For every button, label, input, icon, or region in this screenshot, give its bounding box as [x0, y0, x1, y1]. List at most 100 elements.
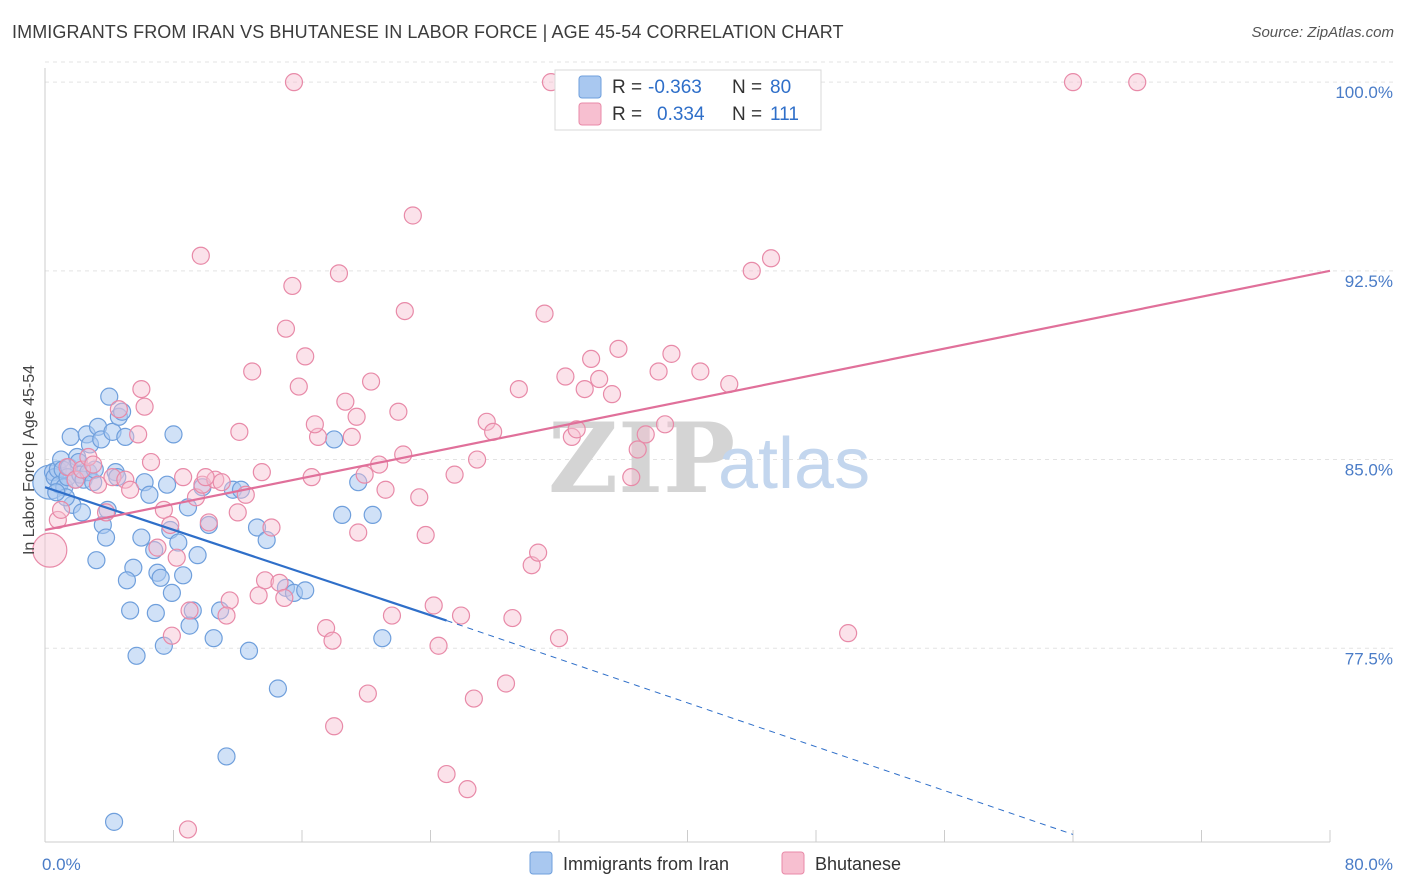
bhutanese-point-98: [230, 422, 249, 441]
y-tick-label-3: 100.0%: [1335, 83, 1393, 102]
data-points: [32, 73, 1147, 839]
bhutanese-point-29: [228, 503, 247, 522]
bhutanese-point-35: [270, 573, 289, 592]
legend-r-label-iran: R =: [612, 77, 642, 98]
iran-point-38: [140, 485, 159, 504]
bhutanese-point-73: [556, 367, 575, 386]
bhutanese-point-32: [249, 586, 268, 605]
legend-n-value-bhutanese: 111: [770, 104, 799, 125]
bhutanese-point-39: [296, 347, 315, 366]
bhutanese-point-13: [121, 480, 140, 499]
iran-point-43: [157, 475, 177, 494]
iran-point-70: [72, 503, 92, 522]
y-axis-label: In Labor Force | Age 45-54: [21, 365, 38, 555]
bottom-legend-label-bhutanese[interactable]: Bhutanese: [815, 854, 901, 874]
bhutanese-point-46: [342, 427, 361, 447]
bhutanese-point-94: [1128, 73, 1147, 92]
bhutanese-point-16: [141, 452, 161, 472]
bhutanese-point-14: [129, 425, 148, 444]
bhutanese-point-43: [323, 631, 342, 650]
bhutanese-point-85: [662, 344, 681, 363]
bhutanese-point-20: [167, 548, 186, 567]
iran-point-45: [164, 425, 183, 444]
bottom-legend-swatch-bhutanese[interactable]: [781, 851, 805, 875]
iran-point-35: [127, 646, 146, 665]
trend-lines: [44, 269, 1331, 835]
bhutanese-point-60: [445, 465, 464, 484]
bhutanese-point-37: [283, 276, 302, 296]
bhutanese-point-27: [212, 473, 231, 492]
iran-point-76: [117, 571, 137, 590]
bhutanese-point-54: [395, 301, 414, 321]
iran-point-39: [145, 541, 164, 560]
bhutanese-point-75: [575, 379, 594, 399]
bhutanese-point-77: [590, 369, 609, 389]
bottom-legend-label-iran[interactable]: Immigrants from Iran: [563, 854, 729, 874]
bhutanese-point-25: [199, 513, 218, 532]
bhutanese-point-4: [66, 470, 85, 489]
bhutanese-point-96: [429, 636, 448, 655]
bhutanese-point-63: [464, 689, 483, 708]
bhutanese-point-0: [32, 532, 68, 568]
bhutanese-point-90: [839, 624, 858, 643]
watermark-zip: ZIP: [548, 402, 735, 515]
bhutanese-point-56: [410, 488, 429, 507]
bhutanese-point-81: [628, 440, 647, 459]
bhutanese-point-58: [424, 596, 443, 615]
axes: [44, 68, 1331, 843]
bhutanese-point-2: [51, 500, 71, 519]
iran-point-55: [217, 747, 236, 766]
chart-source: Source: ZipAtlas.com: [1251, 24, 1394, 41]
y-tick-labels: 77.5% 85.0% 92.5% 100.0%: [1335, 83, 1393, 668]
iran-point-47: [174, 566, 193, 585]
bhutanese-point-107: [467, 450, 487, 469]
x-tick-label-min: 0.0%: [42, 855, 81, 874]
iran-trend-line: [44, 486, 447, 622]
bhutanese-point-103: [252, 463, 271, 482]
bhutanese-point-59: [437, 764, 456, 784]
bhutanese-point-108: [567, 420, 586, 439]
bhutanese-point-31: [243, 362, 262, 381]
bhutanese-point-78: [602, 385, 622, 404]
bhutanese-point-102: [196, 468, 215, 487]
legend-swatch-bhutanese: [578, 102, 602, 126]
iran-point-41: [151, 568, 170, 587]
bhutanese-point-82: [636, 425, 655, 444]
bhutanese-trend-line: [44, 269, 1331, 532]
bhutanese-point-44: [329, 264, 349, 283]
bhutanese-point-71: [535, 304, 554, 323]
bhutanese-point-66: [496, 674, 516, 693]
bhutanese-point-7: [84, 455, 103, 474]
iran-point-50: [188, 546, 207, 565]
y-tick-label-2: 92.5%: [1345, 272, 1393, 291]
iran-point-58: [239, 641, 259, 660]
bhutanese-point-68: [509, 379, 528, 399]
correlation-legend: R = -0.363 N = 80 R = 0.334 N = 111: [554, 69, 822, 131]
bhutanese-point-64: [477, 412, 496, 431]
bhutanese-point-36: [276, 319, 296, 338]
bhutanese-point-55: [403, 206, 422, 225]
iran-point-69: [373, 629, 392, 648]
bhutanese-point-11: [109, 400, 128, 419]
bhutanese-point-84: [655, 415, 675, 434]
bhutanese-point-104: [325, 717, 344, 736]
bhutanese-point-51: [376, 480, 395, 499]
bhutanese-point-52: [382, 606, 402, 625]
iran-point-36: [132, 528, 151, 547]
bhutanese-point-21: [174, 468, 193, 487]
bhutanese-point-28: [220, 591, 239, 610]
bottom-legend-swatch-iran[interactable]: [529, 851, 553, 875]
iran-point-26: [96, 528, 116, 547]
chart-title: IMMIGRANTS FROM IRAN VS BHUTANESE IN LAB…: [12, 22, 844, 42]
bhutanese-point-86: [691, 362, 710, 381]
bhutanese-point-12: [116, 470, 135, 489]
iran-point-59: [247, 518, 267, 537]
iran-point-78: [162, 583, 181, 603]
bhutanese-point-88: [742, 261, 761, 280]
iran-point-22: [87, 551, 106, 570]
iran-point-31: [112, 402, 132, 421]
iran-point-27: [100, 387, 119, 406]
bhutanese-point-110: [394, 445, 413, 464]
bhutanese-point-38: [289, 377, 308, 396]
